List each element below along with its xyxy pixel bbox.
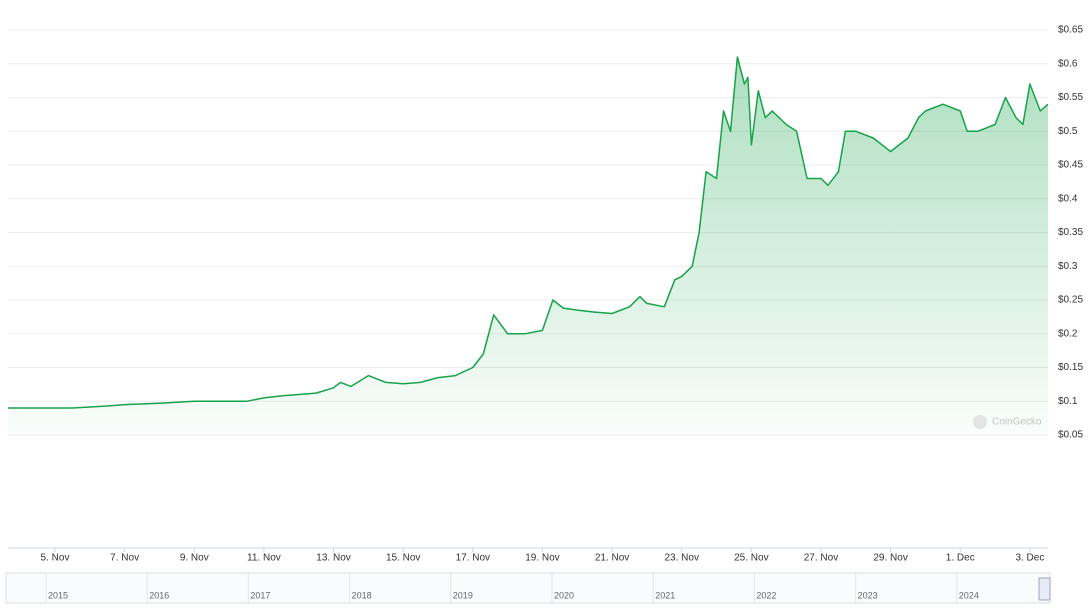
- x-tick-label: 5. Nov: [41, 553, 70, 564]
- navigator-label: 2020: [554, 590, 574, 600]
- price-area: [8, 57, 1048, 435]
- y-tick-label: $0.35: [1058, 227, 1083, 238]
- navigator-label: 2019: [453, 590, 473, 600]
- x-tick-label: 7. Nov: [110, 553, 139, 564]
- y-tick-label: $0.3: [1058, 261, 1078, 272]
- price-line: [8, 56, 1049, 409]
- x-tick-label: 19. Nov: [525, 553, 559, 564]
- y-tick-label: $0.25: [1058, 295, 1083, 306]
- y-tick-label: $0.55: [1058, 92, 1083, 103]
- x-tick-label: 27. Nov: [804, 553, 838, 564]
- navigator-label: 2024: [959, 590, 979, 600]
- navigator-label: 2016: [149, 590, 169, 600]
- x-tick-label: 15. Nov: [386, 553, 420, 564]
- y-tick-label: $0.2: [1058, 328, 1078, 339]
- x-tick-label: 23. Nov: [664, 553, 698, 564]
- x-tick-label: 29. Nov: [873, 553, 907, 564]
- navigator-label: 2022: [756, 590, 776, 600]
- x-tick-label: 1. Dec: [946, 553, 975, 564]
- y-tick-label: $0.05: [1058, 430, 1083, 441]
- x-tick-label: 3. Dec: [1015, 553, 1044, 564]
- y-tick-label: $0.6: [1058, 58, 1078, 69]
- y-tick-label: $0.15: [1058, 362, 1083, 373]
- x-tick-label: 17. Nov: [456, 553, 490, 564]
- watermark-icon: [973, 415, 987, 429]
- x-tick-label: 21. Nov: [595, 553, 629, 564]
- navigator-label: 2017: [250, 590, 270, 600]
- y-tick-label: $0.65: [1058, 25, 1083, 36]
- watermark: CoinGecko: [992, 417, 1042, 428]
- navigator-label: 2015: [48, 590, 68, 600]
- navigator[interactable]: [5, 572, 1051, 604]
- y-tick-label: $0.45: [1058, 160, 1083, 171]
- y-tick-label: $0.1: [1058, 396, 1078, 407]
- y-tick-label: $0.5: [1058, 126, 1078, 137]
- x-tick-label: 9. Nov: [180, 553, 209, 564]
- navigator-label: 2018: [352, 590, 372, 600]
- x-tick-label: 25. Nov: [734, 553, 768, 564]
- navigator-label: 2023: [858, 590, 878, 600]
- x-tick-label: 11. Nov: [247, 553, 281, 564]
- y-tick-label: $0.4: [1058, 193, 1078, 204]
- navigator-handle[interactable]: [1038, 577, 1051, 601]
- navigator-label: 2021: [655, 590, 675, 600]
- x-tick-label: 13. Nov: [316, 553, 350, 564]
